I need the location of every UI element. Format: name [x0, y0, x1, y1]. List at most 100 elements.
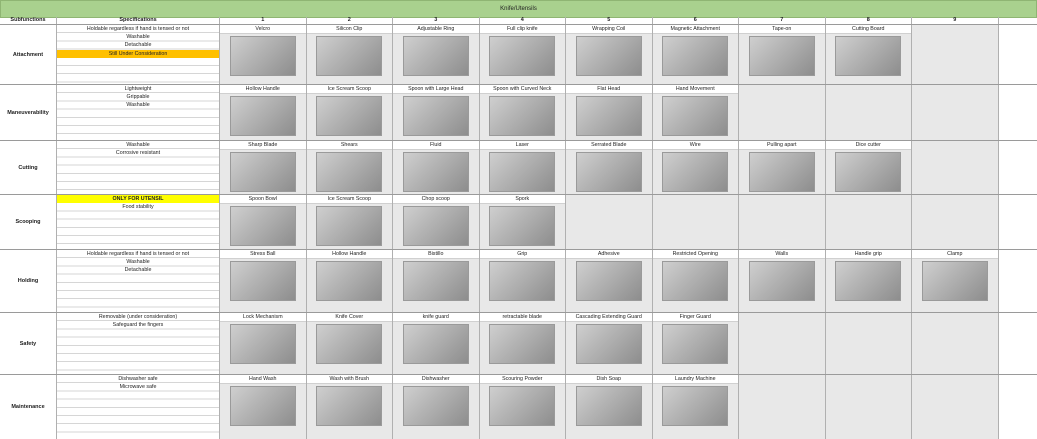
concept-label: Finger Guard — [652, 313, 738, 322]
concept-photo — [229, 152, 296, 192]
concept-photo — [575, 36, 642, 76]
concept-label: Hollow Handle — [220, 85, 306, 94]
concept-cell — [825, 195, 912, 249]
concept-photo — [489, 36, 556, 76]
concept-photo — [402, 206, 469, 246]
concept-photo — [662, 386, 729, 426]
concept-label: Adhesive — [566, 250, 652, 259]
concept-label: Adjustable Ring — [393, 25, 479, 34]
concept-cell: Cutting Board — [825, 25, 912, 84]
concept-cell — [825, 375, 912, 439]
concept-label: Wire — [652, 141, 738, 150]
concept-cell: Walls — [739, 250, 826, 312]
table-row: Holding Holdable regardless if hand is te… — [0, 249, 1037, 312]
concept-cell — [912, 85, 999, 140]
subfunction-label: Safety — [0, 313, 57, 374]
concept-photo — [748, 36, 815, 76]
concept-label: Knife Cover — [306, 313, 392, 322]
concept-label: Grip — [479, 250, 565, 259]
concept-cell: Scouring Powder — [479, 375, 566, 439]
header-column-8: 8 — [826, 17, 912, 24]
concept-photo — [316, 206, 383, 246]
concept-cell: Dish Soap — [566, 375, 653, 439]
concept-cell: Tape-on — [739, 25, 826, 84]
concept-photo — [662, 324, 729, 364]
concept-label: Spoon with Large Head — [393, 85, 479, 94]
concept-label: Ice Scream Scoop — [306, 85, 392, 94]
concept-photo — [575, 261, 642, 301]
concept-label: Magnetic Attachment — [652, 25, 738, 34]
concept-cell: Chop scoop — [393, 195, 480, 249]
concept-photo — [662, 261, 729, 301]
header-column-6: 6 — [653, 17, 739, 24]
concept-label: Spoon Bowl — [220, 195, 306, 204]
concept-cell — [912, 25, 999, 84]
sheet-title: Knife/Utensils — [0, 0, 1037, 18]
subfunction-label: Maneuverability — [0, 85, 57, 140]
specification-list: Washable Corrosive resistant — [57, 141, 220, 194]
header-column-2: 2 — [307, 17, 393, 24]
concept-cell: Hollow Handle — [220, 85, 307, 140]
specification-item: Detachable — [124, 267, 152, 274]
specification-item: Safeguard the fingers — [112, 322, 164, 329]
concept-photo — [316, 324, 383, 364]
concept-photo — [229, 386, 296, 426]
specification-item: Washable — [126, 102, 150, 109]
specification-item: Holdable regardless if hand is tensed or… — [86, 26, 190, 32]
concept-cell — [739, 195, 826, 249]
concept-photo — [229, 324, 296, 364]
concept-label: Ice Scream Scoop — [306, 195, 392, 204]
header-column-1: 1 — [220, 17, 307, 24]
specification-item: Microwave safe — [119, 384, 157, 391]
specification-item: Grippable — [126, 94, 150, 101]
concept-photo — [489, 206, 556, 246]
concept-cell: Hand Movement — [652, 85, 739, 140]
concept-label: Pulling apart — [739, 141, 825, 150]
header-specifications: Specifications — [57, 17, 220, 24]
concept-label: Full clip knife — [479, 25, 565, 34]
concept-label: Sharp Blade — [220, 141, 306, 150]
header-column-3: 3 — [393, 17, 480, 24]
concept-cell: Velcro — [220, 25, 307, 84]
concept-cell: Wash with Brush — [306, 375, 393, 439]
concept-cell — [566, 195, 653, 249]
concept-label: Chop scoop — [393, 195, 479, 204]
specification-list: ONLY FOR UTENSIL Food stability — [57, 195, 220, 249]
concept-cell: Cascading Extending Guard — [566, 313, 653, 374]
table-row: Scooping ONLY FOR UTENSIL Food stability Sp… — [0, 194, 1037, 249]
concept-cell: retractable blade — [479, 313, 566, 374]
specification-item: Holdable regardless if hand is tensed or… — [86, 251, 190, 257]
concept-label: Lock Mechanism — [220, 313, 306, 322]
concept-photo — [316, 386, 383, 426]
concept-photo — [748, 261, 815, 301]
concept-photo — [835, 152, 902, 192]
concept-label: Restricted Opening — [652, 250, 738, 259]
concept-label: Serrated Blade — [566, 141, 652, 150]
specification-item: Washable — [126, 142, 150, 148]
concept-cell — [652, 195, 739, 249]
concept-photo — [835, 261, 902, 301]
specification-list: Dishwasher safe Microwave safe — [57, 375, 220, 439]
concept-cell: Adjustable Ring — [393, 25, 480, 84]
concept-cell: Grip — [479, 250, 566, 312]
concept-photo — [229, 206, 296, 246]
concept-photo — [489, 324, 556, 364]
concept-label: Cutting Board — [825, 25, 911, 34]
concept-photo — [662, 36, 729, 76]
concept-photo — [489, 152, 556, 192]
concept-photo — [402, 36, 469, 76]
specification-list: Lightweight Grippable Washable — [57, 85, 220, 140]
concept-cell: Handle grip — [825, 250, 912, 312]
concept-cell: Sharp Blade — [220, 141, 307, 194]
specification-item: Detachable — [124, 42, 152, 49]
concept-cell: Ice Scream Scoop — [306, 85, 393, 140]
concept-cell: Spoon with Curved Neck — [479, 85, 566, 140]
concept-cell: Lock Mechanism — [220, 313, 307, 374]
concept-label: Hollow Handle — [306, 250, 392, 259]
concept-label: retractable blade — [479, 313, 565, 322]
concept-cell: Spoon Bowl — [220, 195, 307, 249]
concept-cell: Dice cutter — [825, 141, 912, 194]
concept-cell: Restricted Opening — [652, 250, 739, 312]
concept-cell: Hand Wash — [220, 375, 307, 439]
concept-cell — [912, 141, 999, 194]
